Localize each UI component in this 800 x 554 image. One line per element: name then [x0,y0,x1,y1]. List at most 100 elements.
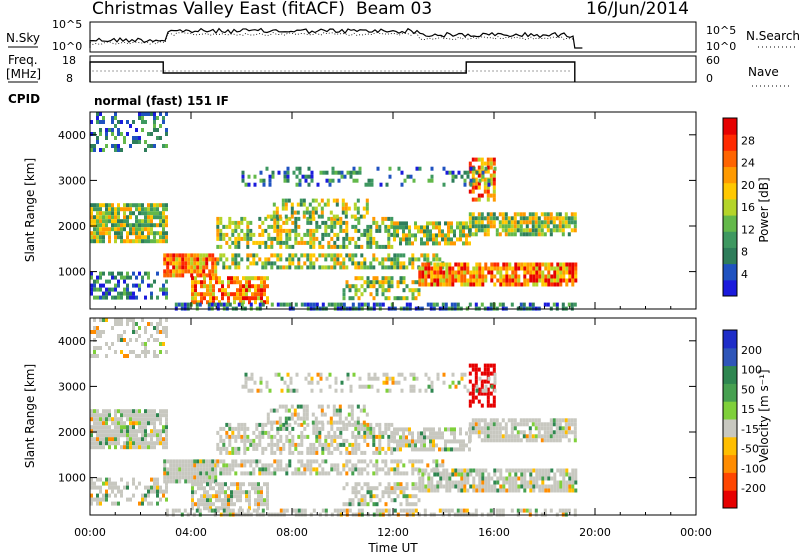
heatmap-cell [153,441,156,446]
heatmap-cell [96,497,99,502]
heatmap-cell [384,463,388,468]
heatmap-cell [244,182,248,187]
heatmap-cell [516,434,520,439]
heatmap-cell [166,459,170,464]
heatmap-cell [447,241,450,246]
heatmap-cell [318,471,322,476]
heatmap-cell [414,280,418,285]
heatmap-cell [206,284,209,289]
heatmap-cell [402,225,405,230]
heatmap-cell [493,480,497,485]
heatmap-cell [531,434,535,439]
heatmap-cell [114,409,117,414]
heatmap-cell [108,207,111,212]
heatmap-cell [427,262,431,267]
heatmap-cell [261,434,265,439]
heatmap-cell [372,240,376,245]
heatmap-cell [211,459,215,464]
heatmap-cell [408,229,411,234]
heatmap-cell [285,467,289,472]
heatmap-cell [358,170,362,175]
heatmap-cell [321,220,325,225]
heatmap-cell [162,489,165,494]
heatmap-cell [202,463,206,468]
heatmap-cell [411,233,414,238]
colorbar-cell [723,134,737,151]
heatmap-cell [138,501,141,506]
heatmap-cell [538,488,542,493]
heatmap-cell [469,166,473,171]
heatmap-cell [489,181,493,186]
heatmap-cell [475,468,479,473]
heatmap-cell [162,235,165,240]
heatmap-cell [532,270,536,275]
heatmap-cell [396,447,399,452]
heatmap-cell [537,216,541,221]
heatmap-cell [294,228,298,233]
colorbar-cell [723,215,737,232]
heatmap-cell [423,257,427,262]
heatmap-cell [471,224,475,229]
heatmap-cell [245,288,248,293]
heatmap-cell [102,330,105,334]
heatmap-cell [547,262,551,267]
heatmap-cell [153,128,156,132]
heatmap-cell [93,481,96,486]
heatmap-cell [276,463,280,468]
heatmap-cell [480,418,484,423]
heatmap-cell [93,421,96,426]
heatmap-cell [501,212,505,217]
heatmap-cell [489,193,493,198]
heatmap-cell [385,388,389,393]
heatmap-cell [445,274,449,279]
heatmap-cell [237,220,241,225]
heatmap-cell [214,261,218,266]
heatmap-cell [267,442,271,447]
heatmap-cell [320,420,324,425]
heatmap-cell [308,210,312,215]
heatmap-cell [175,467,179,472]
heatmap-cell [456,221,459,226]
heatmap-cell [291,508,295,513]
heatmap-cell [255,240,259,245]
heatmap-cell [261,422,265,427]
heatmap-cell [511,480,515,485]
heatmap-cell [492,189,496,194]
heatmap-cell [432,257,436,262]
heatmap-cell [159,124,162,128]
heatmap-cell [211,475,215,480]
heatmap-cell [454,468,458,473]
heatmap-cell [366,486,370,491]
heatmap-cell [420,431,423,436]
heatmap-cell [399,482,403,487]
heatmap-cell [327,244,331,249]
heatmap-cell [264,430,268,435]
heatmap-cell [435,459,439,464]
heatmap-cell [561,224,565,229]
heatmap-cell [234,471,238,476]
heatmap-cell [105,128,108,132]
heatmap-cell [216,430,220,435]
heatmap-cell [550,262,554,267]
heatmap-cell [276,253,280,258]
heatmap-cell [102,429,105,434]
heatmap-cell [114,219,117,224]
heatmap-cell [234,224,238,229]
heatmap-cell [279,438,283,443]
heatmap-cell [420,447,423,452]
heatmap-cell [90,354,93,358]
heatmap-cell [505,270,509,275]
heatmap-cell [411,443,414,448]
heatmap-cell [117,231,120,236]
heatmap-cell [387,494,391,499]
heatmap-cell [90,493,93,498]
heatmap-cell [544,472,548,477]
heatmap-cell [96,112,99,116]
heatmap-cell [399,435,402,440]
heatmap-cell [538,484,542,489]
heatmap-cell [411,459,415,464]
heatmap-cell [532,282,536,287]
heatmap-cell [108,203,111,208]
heatmap-cell [272,214,276,219]
heatmap-cell [351,236,355,241]
